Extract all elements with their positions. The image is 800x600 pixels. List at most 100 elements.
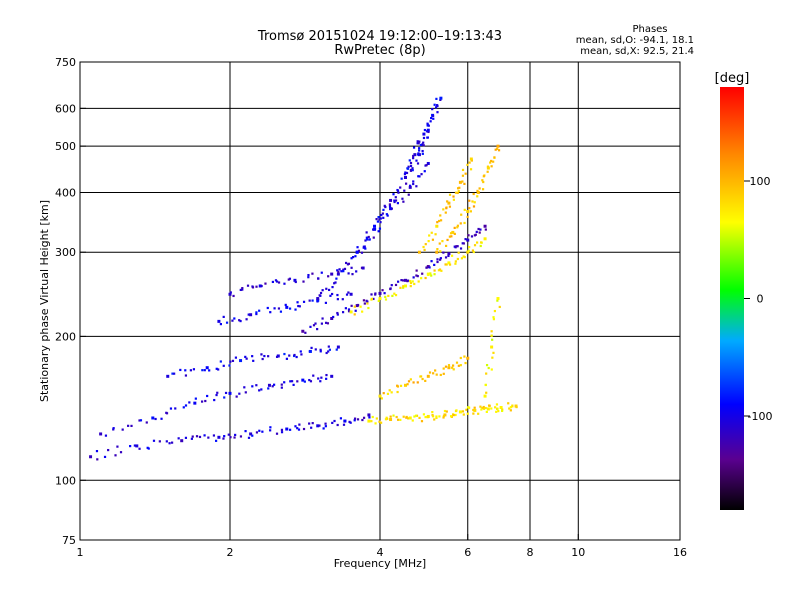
echo-point [433,103,436,106]
echo-point [391,294,394,298]
echo-point [294,308,297,311]
echo-point [243,386,246,389]
echo-point [424,415,427,419]
echo-point [348,420,351,423]
echo-point [425,164,428,167]
echo-point [482,405,485,409]
echo-point [330,272,334,276]
echo-point [416,140,419,143]
echo-point [495,403,499,406]
grid-lines [80,62,680,540]
echo-point [331,421,334,425]
echo-point [95,449,99,453]
echo-point [490,345,494,349]
echo-point [436,104,439,108]
echo-point [228,391,232,395]
echo-point [492,351,495,354]
echo-point [381,212,384,215]
echo-point [300,353,303,356]
echo-point [314,348,317,351]
echo-point [417,153,420,156]
echo-point [307,276,310,279]
echo-point [412,182,415,186]
echo-point [380,421,383,424]
echo-point [412,381,415,384]
echo-point [490,368,493,371]
echo-point [359,305,362,308]
echo-point [406,279,410,282]
echo-point [472,250,475,254]
echo-point [215,393,218,397]
echo-point [399,286,402,289]
echo-point [327,275,330,278]
echo-point [397,191,400,194]
echo-point [451,364,455,367]
echo-point [222,364,225,367]
echo-point [355,250,359,254]
echo-point [255,311,258,314]
echo-point [325,287,328,290]
echo-point [415,159,418,162]
echo-point [223,396,226,399]
echo-point [468,199,471,202]
echo-point [417,280,420,283]
echo-point [461,174,465,177]
echo-point [454,260,457,263]
echo-point [403,189,406,192]
echo-point [493,309,497,313]
echo-point [407,380,411,383]
echo-point [490,165,493,168]
echo-point [403,175,407,179]
echo-point [191,435,194,438]
echo-point [434,369,437,372]
echo-point [421,143,424,146]
echo-point [438,242,441,245]
echo-point [260,388,263,391]
echo-point [203,434,206,437]
echo-point [425,266,428,269]
echo-point [378,227,382,230]
echo-point [442,372,445,375]
echo-point [269,426,272,429]
echo-point [478,187,481,190]
echo-point [491,338,494,341]
echo-point [293,278,297,282]
echo-point [361,310,364,313]
echo-point [409,281,413,285]
echo-point [473,234,476,237]
echo-point [367,419,371,423]
echo-point [112,428,115,431]
echo-point [239,288,242,292]
echo-point [449,232,453,235]
echo-point [258,389,261,392]
echo-point [412,180,415,183]
echo-point [407,165,410,168]
echo-point [443,409,447,413]
echo-point [322,427,325,430]
echo-point [397,280,400,283]
echo-point [302,427,306,431]
echo-point [351,273,354,276]
echo-point [388,203,391,206]
echo-point [492,160,495,163]
echo-point [324,422,327,425]
echo-point [276,354,280,358]
echo-point [471,200,474,203]
echo-point [492,316,495,319]
echo-point [135,444,139,448]
echo-point [405,416,408,419]
echo-point [246,284,250,287]
echo-point [239,359,243,363]
echo-point [96,458,99,461]
echo-point [399,186,402,189]
echo-point [477,227,480,231]
echo-point [468,207,471,210]
echo-point [461,180,464,183]
echo-point [473,406,476,409]
echo-point [309,325,312,328]
echo-point [438,268,442,271]
echo-point [224,391,228,395]
echo-point [229,360,232,363]
echo-point [487,366,490,370]
echo-point [324,321,328,324]
